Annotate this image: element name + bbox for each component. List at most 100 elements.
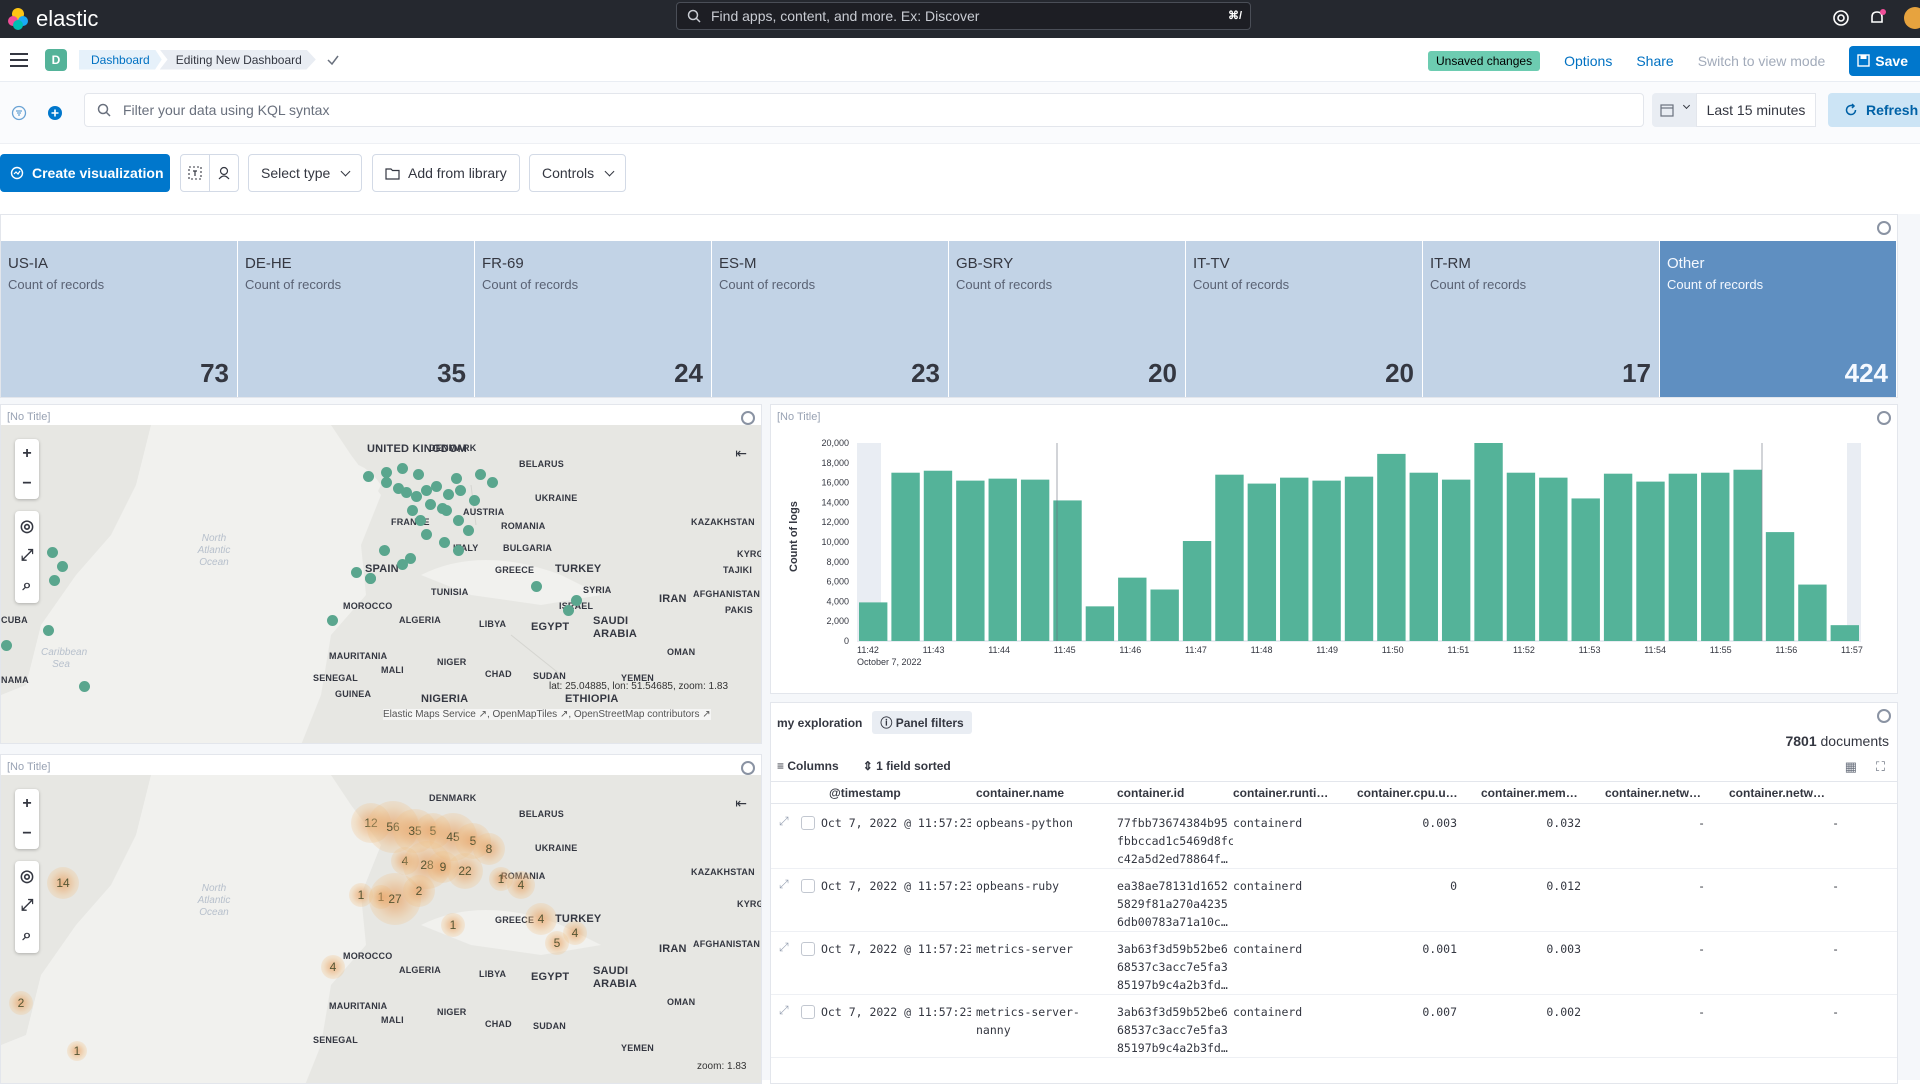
expand-row-icon[interactable]: ⤢ [779,1003,789,1017]
draw-shape-icon[interactable]: ⤢ [20,547,34,564]
zoom-in-icon[interactable]: + [22,445,32,462]
panel-options-icon[interactable] [1877,221,1891,235]
cluster-marker[interactable]: 2 [9,991,33,1015]
cluster-marker[interactable]: 5 [545,931,569,955]
row-checkbox[interactable] [801,942,815,956]
cluster-marker[interactable]: 2 [403,875,435,907]
map-point[interactable] [531,581,542,592]
map-point[interactable] [397,559,408,570]
cluster-marker[interactable]: 4 [321,955,345,979]
cluster-marker[interactable]: 14 [47,867,79,899]
density-icon[interactable]: ▦ [1844,759,1857,774]
add-from-library-button[interactable]: Add from library [372,154,520,192]
map-point[interactable] [379,545,390,556]
fullscreen-icon[interactable]: ⛶ [1875,759,1885,774]
map-point[interactable] [407,505,418,516]
filter-menu-button[interactable] [4,97,34,129]
map-panel-points[interactable]: [No Title] + − ◎ ⤢ ⌕ ⇤ UNITED KINGDOM DE… [0,404,762,744]
metric-tile[interactable]: Other Count of records 424 [1660,241,1897,397]
map-point[interactable] [451,473,462,484]
metric-tile[interactable]: IT-TV Count of records 20 [1186,241,1423,397]
column-header[interactable]: container.cpu.u… [1357,786,1458,800]
switch-view-mode-link[interactable]: Switch to view mode [1697,53,1826,69]
map-point[interactable] [79,681,90,692]
column-header[interactable]: container.mem… [1481,786,1578,800]
saved-search-panel[interactable]: my exploration ⓘ Panel filters 7801 docu… [770,702,1898,1084]
add-filter-button[interactable] [40,97,70,129]
map-point[interactable] [405,553,416,564]
news-feed-icon[interactable] [1868,9,1886,27]
cluster-marker[interactable]: 4 [525,903,557,935]
map-point[interactable] [571,595,582,606]
refresh-button[interactable]: Refresh [1828,93,1920,127]
row-checkbox[interactable] [801,1005,815,1019]
map-point[interactable] [421,529,432,540]
elastic-logo[interactable]: elastic [6,6,98,32]
metric-tile[interactable]: DE-HE Count of records 35 [238,241,475,397]
kql-search-input[interactable]: Filter your data using KQL syntax [84,93,1644,127]
user-avatar[interactable] [1904,7,1920,29]
map-point[interactable] [487,477,498,488]
metric-tile[interactable]: ES-M Count of records 23 [712,241,949,397]
map-point[interactable] [431,481,442,492]
cluster-marker[interactable]: 4 [507,871,535,899]
map-canvas[interactable]: + − ◎ ⤢ ⌕ ⇤ DENMARK BELARUS UKRAINE ROMA… [1,775,761,1083]
column-header[interactable]: container.netw… [1729,786,1826,800]
draw-shape-icon[interactable]: ⤢ [20,897,34,914]
map-point[interactable] [463,525,474,536]
help-icon[interactable] [1832,9,1850,27]
table-row[interactable]: ⤢ Oct 7, 2022 @ 11:57:23.322 opbeans-ruby e… [771,869,1897,932]
layer-control-icon[interactable]: ⇤ [735,445,747,461]
column-header[interactable]: container.netw… [1605,786,1702,800]
panel-options-icon[interactable] [1877,411,1891,425]
map-point[interactable] [49,575,60,586]
map-point[interactable] [57,561,68,572]
map-point[interactable] [443,489,454,500]
metric-tile[interactable]: US-IA Count of records 73 [1,241,238,397]
create-visualization-button[interactable]: Create visualization [0,154,170,192]
map-point[interactable] [425,499,436,510]
panel-options-icon[interactable] [741,761,755,775]
map-point[interactable] [397,463,408,474]
map-point[interactable] [439,537,450,548]
map-attribution[interactable]: Elastic Maps Service ↗, OpenMapTiles ↗, … [383,709,711,720]
columns-button[interactable]: ≡ Columns [777,759,839,773]
cluster-marker[interactable]: 1 [441,913,465,937]
map-point[interactable] [453,515,464,526]
map-point[interactable] [421,485,432,496]
select-type-button[interactable]: Select type [248,154,363,192]
map-point[interactable] [401,487,412,498]
column-header[interactable]: container.id [1117,786,1185,800]
share-link[interactable]: Share [1636,53,1674,69]
map-point[interactable] [381,467,392,478]
map-point[interactable] [1,640,12,651]
fit-bounds-icon[interactable]: ◎ [20,518,34,535]
zoom-out-icon[interactable]: − [22,825,32,842]
row-checkbox[interactable] [801,816,815,830]
bar-chart-panel[interactable]: [No Title] 20,000 18,000 16,000 14,000 12,00… [770,404,1898,694]
draw-bounds-icon[interactable]: ⌕ [22,577,32,594]
cluster-marker[interactable]: 4 [563,921,587,945]
table-row[interactable]: ⤢ Oct 7, 2022 @ 11:57:23.322 opbeans-pytho… [771,806,1897,869]
map-point[interactable] [411,491,422,502]
table-row[interactable]: ⤢ Oct 7, 2022 @ 11:57:23.322 metrics-serve… [771,932,1897,995]
date-quick-menu-button[interactable] [1652,93,1696,127]
map-point[interactable] [43,625,54,636]
table-row[interactable]: ⤢ Oct 7, 2022 @ 11:57:23.322 metrics-serve… [771,995,1897,1058]
map-point[interactable] [415,515,426,526]
column-header[interactable]: @timestamp [829,786,901,800]
map-point[interactable] [455,485,466,496]
map-point[interactable] [365,573,376,584]
map-point[interactable] [441,505,452,516]
panel-options-icon[interactable] [741,411,755,425]
panel-options-icon[interactable] [1877,709,1891,723]
map-point[interactable] [351,567,362,578]
map-point[interactable] [381,477,392,488]
text-panel-button[interactable] [180,154,210,192]
cluster-marker[interactable]: 1 [67,1041,87,1061]
map-point[interactable] [363,471,374,482]
time-range-picker[interactable]: Last 15 minutes [1696,93,1816,127]
expand-row-icon[interactable]: ⤢ [779,940,789,954]
map-point[interactable] [469,495,480,506]
expand-row-icon[interactable]: ⤢ [779,877,789,891]
